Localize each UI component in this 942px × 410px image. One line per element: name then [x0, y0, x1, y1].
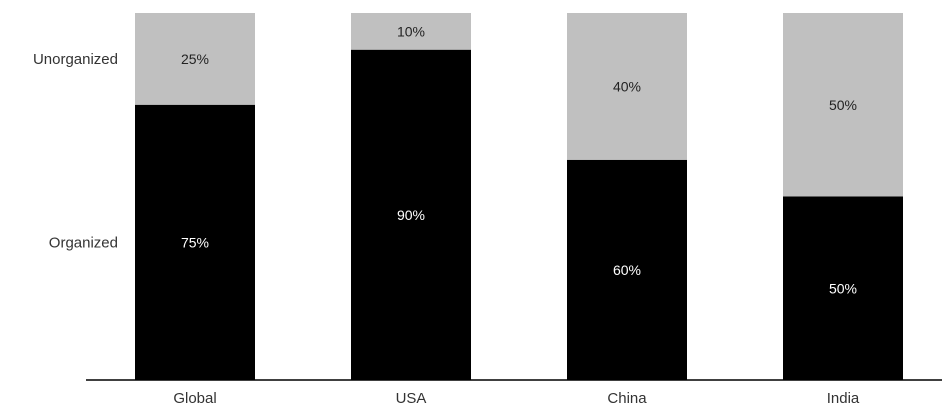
data-label-global-organized: 75%: [181, 234, 209, 250]
bar-china-organized: [567, 159, 687, 380]
legend-label-unorganized: Unorganized: [33, 51, 118, 68]
bar-global-organized: [135, 104, 255, 380]
bar-china-unorganized: [567, 13, 687, 160]
data-label-global-unorganized: 25%: [181, 51, 209, 67]
data-label-india-organized: 50%: [829, 280, 857, 296]
bar-india-unorganized: [783, 13, 903, 197]
bar-usa-organized: [351, 49, 471, 380]
bar-global-unorganized: [135, 13, 255, 105]
legend: Organized Unorganized: [33, 51, 118, 252]
data-label-usa-unorganized: 10%: [397, 23, 425, 39]
data-label-india-unorganized: 50%: [829, 97, 857, 113]
x-tick-label-global: Global: [173, 390, 216, 405]
legend-label-organized: Organized: [49, 234, 118, 251]
x-tick-label-india: India: [827, 390, 860, 405]
x-tick-label-usa: USA: [396, 390, 427, 405]
x-axis-tick-labels: Global USA China India: [173, 390, 860, 407]
bar-usa-unorganized: [351, 13, 471, 50]
data-labels-layer: 75% 25% 90% 10% 60% 40% 50% 50%: [181, 23, 857, 296]
bar-india-organized: [783, 196, 903, 380]
bars-layer: [135, 13, 903, 380]
data-label-china-organized: 60%: [613, 262, 641, 278]
data-label-china-unorganized: 40%: [613, 78, 641, 94]
x-tick-label-china: China: [607, 390, 647, 405]
data-label-usa-organized: 90%: [397, 207, 425, 223]
